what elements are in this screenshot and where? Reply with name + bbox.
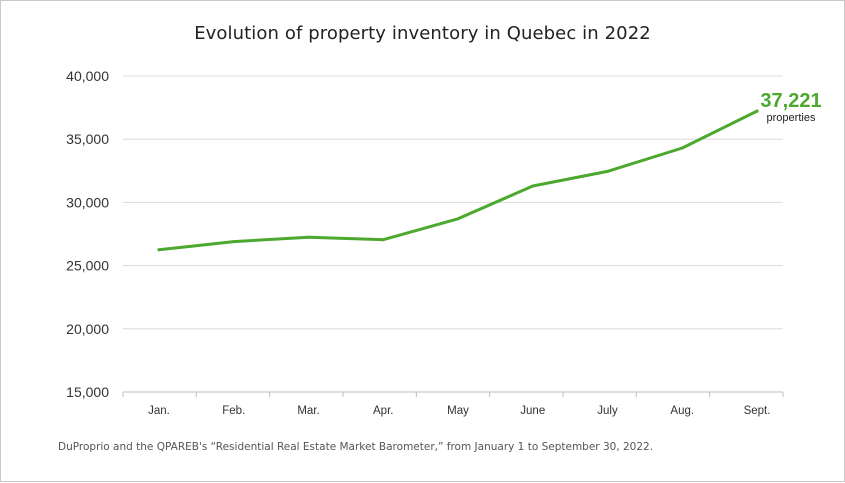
x-tick-label: Jan. bbox=[148, 405, 170, 417]
data-point bbox=[531, 184, 535, 188]
y-tick-label: 35,000 bbox=[66, 131, 109, 147]
x-tick-label: Mar. bbox=[297, 405, 319, 417]
end-annotation: 37,221 properties bbox=[760, 90, 821, 124]
x-tick-label: Apr. bbox=[373, 405, 393, 417]
data-point bbox=[307, 235, 310, 239]
data-point bbox=[755, 109, 759, 113]
series-line bbox=[157, 109, 759, 252]
data-point bbox=[232, 240, 236, 244]
series-line-group bbox=[157, 109, 759, 252]
y-axis-ticks: 15,000 20,000 25,000 30,000 35,000 40,000 bbox=[66, 68, 109, 400]
x-tick-label: July bbox=[597, 405, 618, 417]
source-note: DuProprio and the QPAREB's “Residential … bbox=[58, 441, 654, 453]
annotation-value: 37,221 bbox=[760, 90, 821, 112]
y-tick-label: 20,000 bbox=[66, 321, 109, 337]
chart-title: Evolution of property inventory in Quebe… bbox=[194, 23, 651, 44]
x-tick-label: May bbox=[447, 405, 469, 417]
y-tick-label: 15,000 bbox=[66, 384, 109, 400]
x-tick-label: Aug. bbox=[670, 405, 694, 417]
y-tick-label: 30,000 bbox=[66, 194, 109, 210]
x-axis-ticks: Jan. Feb. Mar. Apr. May June July Aug. Sept. bbox=[122, 392, 784, 417]
y-tick-label: 40,000 bbox=[66, 68, 109, 84]
data-point bbox=[680, 146, 684, 150]
data-point bbox=[606, 169, 609, 173]
data-point bbox=[157, 248, 161, 252]
x-tick-label: Sept. bbox=[744, 405, 771, 417]
grid-lines bbox=[123, 75, 783, 393]
data-point bbox=[381, 238, 385, 242]
x-tick-label: June bbox=[520, 405, 545, 417]
y-tick-label: 25,000 bbox=[66, 258, 109, 274]
x-tick-label: Feb. bbox=[222, 405, 245, 417]
annotation-unit: properties bbox=[767, 112, 816, 124]
data-point bbox=[456, 217, 460, 221]
